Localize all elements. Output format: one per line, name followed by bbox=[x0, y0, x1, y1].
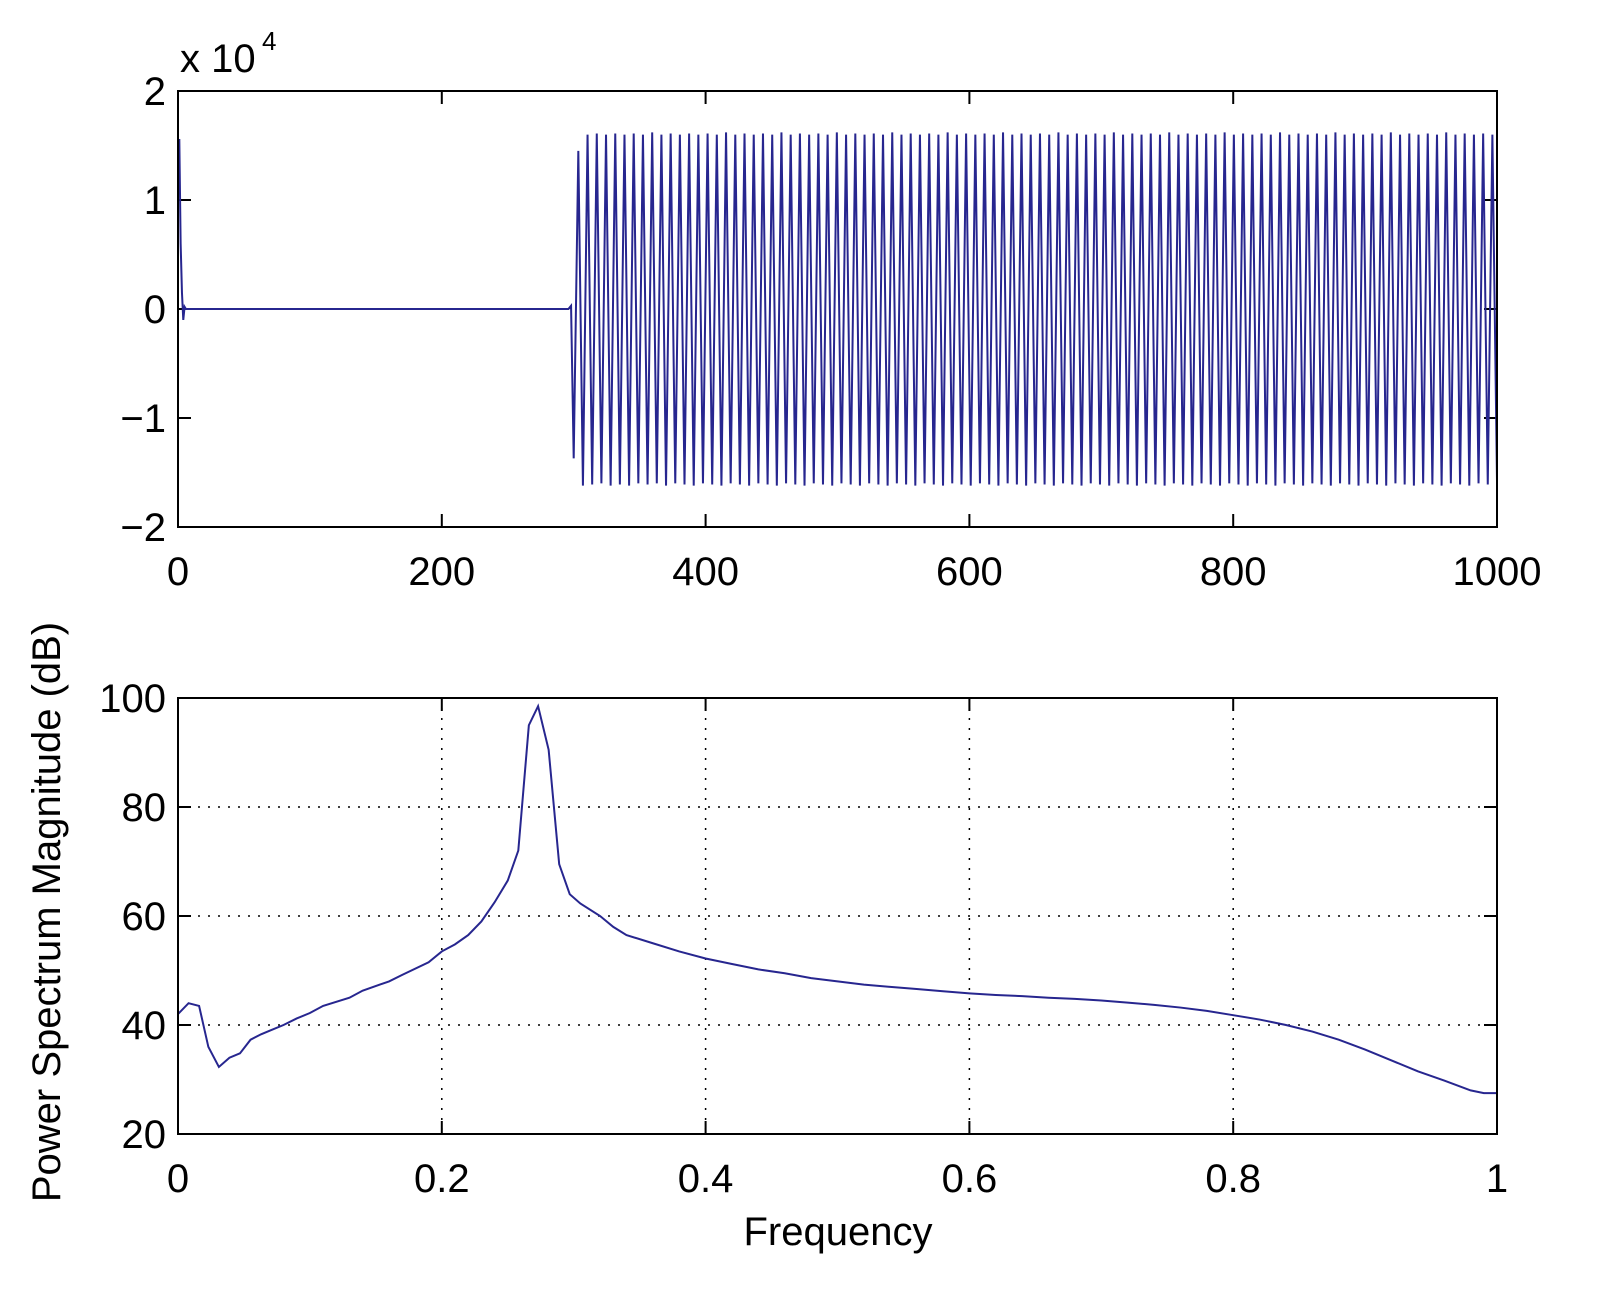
y-tick-label: 80 bbox=[122, 786, 167, 830]
axes-box bbox=[177, 90, 1498, 528]
y-tick-label: 60 bbox=[122, 895, 167, 939]
x-tick-label: 800 bbox=[1200, 550, 1267, 594]
data-line bbox=[177, 703, 1497, 1095]
x-tick-label: 1000 bbox=[1453, 550, 1542, 594]
y-multiplier: x 10 bbox=[180, 37, 256, 81]
x-tick-label: 0.2 bbox=[414, 1157, 470, 1201]
x-axis-label: Frequency bbox=[744, 1210, 933, 1254]
y-tick-label: 1 bbox=[144, 179, 166, 223]
y-axis-label: Power Spectrum Magnitude (dB) bbox=[25, 622, 69, 1202]
axes-box bbox=[177, 697, 1498, 1135]
data-line bbox=[178, 132, 1498, 486]
x-tick-label: 0.6 bbox=[942, 1157, 998, 1201]
x-tick-label: 600 bbox=[936, 550, 1003, 594]
y-tick-label: 40 bbox=[122, 1004, 167, 1048]
y-tick-label: −2 bbox=[120, 506, 166, 550]
x-tick-label: 400 bbox=[672, 550, 739, 594]
y-tick-label: 100 bbox=[99, 677, 166, 721]
x-tick-label: 0.8 bbox=[1205, 1157, 1261, 1201]
x-tick-label: 0 bbox=[167, 1157, 189, 1201]
x-tick-label: 1 bbox=[1486, 1157, 1508, 1201]
y-tick-label: 0 bbox=[144, 288, 166, 332]
y-tick-label: 20 bbox=[122, 1113, 167, 1157]
y-multiplier-exponent: 4 bbox=[262, 26, 276, 56]
y-tick-label: −1 bbox=[120, 397, 166, 441]
x-tick-label: 0 bbox=[167, 550, 189, 594]
y-tick-label: 2 bbox=[144, 70, 166, 114]
x-tick-label: 0.4 bbox=[678, 1157, 734, 1201]
x-tick-label: 200 bbox=[408, 550, 475, 594]
